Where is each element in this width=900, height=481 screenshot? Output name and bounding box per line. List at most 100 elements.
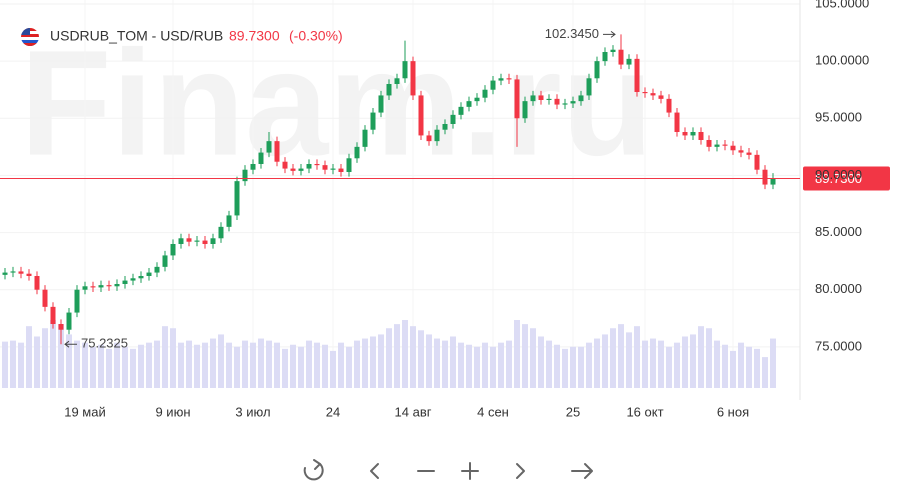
volume-bar bbox=[746, 346, 752, 388]
candle-body bbox=[610, 49, 616, 52]
volume-bar bbox=[538, 336, 544, 388]
volume-bar bbox=[290, 344, 296, 388]
candle-body bbox=[442, 124, 448, 130]
volume-bar bbox=[578, 346, 584, 388]
candle-body bbox=[642, 92, 648, 94]
scroll-end-button[interactable] bbox=[571, 463, 593, 479]
zoom-in-button[interactable] bbox=[461, 462, 479, 480]
scroll-right-button[interactable] bbox=[516, 463, 525, 479]
volume-bar bbox=[98, 344, 104, 388]
y-tick-label: 80.0000 bbox=[815, 281, 862, 296]
candle-body bbox=[90, 286, 96, 288]
volume-bar bbox=[162, 326, 168, 388]
volume-bar bbox=[546, 340, 552, 388]
candle-body bbox=[346, 158, 352, 172]
candle-body bbox=[498, 78, 504, 81]
candle-body bbox=[554, 98, 560, 105]
candle-body bbox=[258, 152, 264, 164]
candle-body bbox=[138, 276, 144, 279]
volume-bar bbox=[298, 346, 304, 388]
candle-body bbox=[690, 132, 696, 136]
candle-body bbox=[394, 78, 400, 84]
volume-bar bbox=[642, 340, 648, 388]
volume-bar bbox=[626, 332, 632, 388]
candle-body bbox=[114, 284, 120, 287]
volume-bar bbox=[58, 324, 64, 388]
volume-bar bbox=[26, 326, 32, 388]
candle-body bbox=[674, 112, 680, 132]
candle-body bbox=[98, 285, 104, 288]
volume-bar bbox=[138, 344, 144, 388]
reset-button[interactable] bbox=[303, 459, 324, 481]
candle-body bbox=[154, 266, 160, 273]
volume-bar bbox=[50, 320, 56, 388]
volume-bar bbox=[722, 344, 728, 388]
last-price-label: 89.7300 bbox=[815, 171, 862, 186]
min-arrow bbox=[64, 340, 77, 348]
x-tick-label: 25 bbox=[566, 404, 580, 419]
volume-bar bbox=[170, 328, 176, 388]
volume-bar bbox=[770, 338, 776, 388]
candle-body bbox=[762, 169, 768, 185]
volume-bar bbox=[226, 342, 232, 388]
candle-body bbox=[474, 97, 480, 102]
x-tick-label: 19 май bbox=[64, 404, 106, 419]
candle-body bbox=[234, 181, 240, 216]
candle-body bbox=[210, 238, 216, 244]
last-price: 89.7300 bbox=[229, 28, 280, 44]
volume-bar bbox=[122, 346, 128, 388]
candle-body bbox=[122, 280, 128, 284]
candle-body bbox=[450, 114, 456, 124]
candle-body bbox=[202, 240, 208, 244]
volume-bar bbox=[650, 338, 656, 388]
candle-body bbox=[746, 152, 752, 155]
volume-bar bbox=[2, 341, 8, 388]
volume-bar bbox=[498, 342, 504, 388]
volume-bar bbox=[274, 342, 280, 388]
symbol-title: USDRUB_TOM - USD/RUB bbox=[50, 28, 223, 44]
volume-bar bbox=[338, 342, 344, 388]
volume-bar bbox=[130, 348, 136, 388]
candle-body bbox=[250, 164, 256, 170]
volume-bar bbox=[410, 326, 416, 388]
volume-bar bbox=[402, 320, 408, 388]
volume-bar bbox=[762, 357, 768, 388]
volume-bar bbox=[738, 342, 744, 388]
last-price-box bbox=[803, 166, 890, 191]
volume-bar bbox=[10, 340, 16, 388]
candle-body bbox=[650, 93, 656, 96]
candle-body bbox=[466, 101, 472, 107]
volume-bar bbox=[362, 338, 368, 388]
scroll-left-button[interactable] bbox=[370, 463, 379, 479]
volume-bar bbox=[74, 340, 80, 388]
volume-bar bbox=[114, 342, 120, 388]
candle-body bbox=[578, 95, 584, 102]
candle-body bbox=[130, 278, 136, 281]
candle-body bbox=[490, 80, 496, 90]
candle-body bbox=[714, 144, 720, 147]
volume-bar bbox=[634, 326, 640, 388]
volume-bar bbox=[426, 334, 432, 388]
candle-body bbox=[506, 78, 512, 80]
y-tick-label: 75.0000 bbox=[815, 338, 862, 353]
volume-bar bbox=[450, 336, 456, 388]
volume-bar bbox=[666, 346, 672, 388]
candle-body bbox=[522, 101, 528, 119]
x-tick-label: 3 июл bbox=[235, 404, 270, 419]
volume-bar bbox=[90, 346, 96, 388]
candle-body bbox=[106, 285, 112, 287]
candle-body bbox=[658, 95, 664, 99]
candle-body bbox=[754, 154, 760, 170]
volume-bar bbox=[658, 340, 664, 388]
candle-body bbox=[602, 52, 608, 62]
volume-bar bbox=[106, 348, 112, 388]
volume-bar bbox=[514, 320, 520, 388]
candle-body bbox=[266, 141, 272, 153]
volume-bar bbox=[690, 334, 696, 388]
candle-body bbox=[410, 61, 416, 96]
volume-bar bbox=[386, 328, 392, 388]
candle-body bbox=[50, 306, 56, 324]
volume-bar bbox=[154, 340, 160, 388]
volume-bar bbox=[706, 328, 712, 388]
